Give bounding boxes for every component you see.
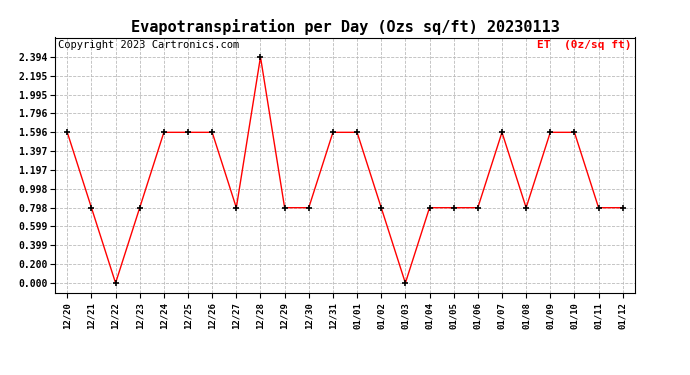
Title: Evapotranspiration per Day (Ozs sq/ft) 20230113: Evapotranspiration per Day (Ozs sq/ft) 2… [130,19,560,35]
Text: Copyright 2023 Cartronics.com: Copyright 2023 Cartronics.com [58,40,239,50]
Text: ET  (0z/sq ft): ET (0z/sq ft) [538,40,632,50]
